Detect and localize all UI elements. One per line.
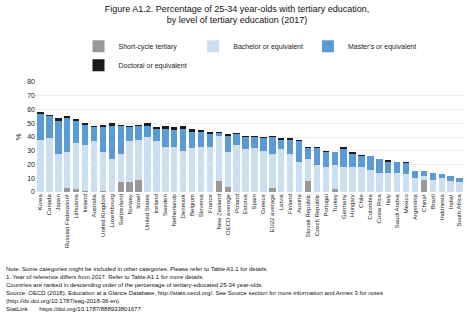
svg-text:70: 70	[27, 92, 35, 99]
svg-text:Finland: Finland	[287, 194, 293, 214]
svg-text:Estonia: Estonia	[242, 194, 248, 215]
svg-text:Doctoral or equivalent: Doctoral or equivalent	[119, 62, 187, 70]
svg-text:Short-cycle tertiary: Short-cycle tertiary	[119, 43, 178, 51]
svg-text:Costa Rica: Costa Rica	[376, 194, 382, 224]
svg-text:Mexico: Mexico	[403, 194, 409, 214]
svg-text:Colombia: Colombia	[367, 194, 373, 220]
svg-text:Saudi Arabia: Saudi Arabia	[394, 194, 400, 229]
svg-text:%: %	[14, 133, 23, 140]
svg-text:Israel: Israel	[135, 194, 141, 209]
svg-text:Australia: Australia	[91, 194, 97, 218]
svg-text:StatLink https://doi.org: StatLink https://doi.org/10.1787/8889338…	[6, 306, 141, 312]
svg-text:Denmark: Denmark	[180, 193, 186, 218]
svg-text:Luxembourg: Luxembourg	[109, 194, 115, 227]
svg-text:Greece: Greece	[260, 194, 266, 214]
svg-text:(http://dx.doi.org/10.1787/eag: (http://dx.doi.org/10.1787/eag-2018-36-e…	[6, 298, 121, 304]
svg-text:Italy: Italy	[385, 194, 391, 205]
svg-text:Switzerland: Switzerland	[118, 194, 124, 225]
svg-text:Slovak Republic: Slovak Republic	[305, 194, 311, 237]
svg-text:Latvia: Latvia	[278, 194, 284, 211]
svg-text:60: 60	[27, 106, 35, 113]
svg-text:South Africa: South Africa	[456, 194, 462, 227]
svg-text:Sweden: Sweden	[162, 194, 168, 216]
svg-text:Germany: Germany	[341, 194, 347, 219]
svg-text:Poland: Poland	[234, 194, 240, 213]
svg-text:Source: OECD (2018), Education: Source: OECD (2018), Education at a Glan…	[6, 290, 383, 296]
svg-text:China¹: China¹	[421, 194, 427, 212]
svg-text:1. Year of reference differs f: 1. Year of reference differs from 2017. …	[6, 274, 204, 280]
svg-text:Belgium: Belgium	[189, 194, 195, 216]
svg-text:Turkey: Turkey	[332, 194, 338, 212]
svg-text:Note: Some categories might be: Note: Some categories might be included …	[6, 266, 268, 272]
svg-text:Chile: Chile	[358, 194, 364, 208]
svg-text:Ireland: Ireland	[82, 194, 88, 212]
svg-text:0: 0	[31, 188, 35, 195]
svg-text:Spain: Spain	[251, 194, 257, 209]
svg-text:Iceland: Iceland	[153, 194, 159, 213]
svg-text:United States: United States	[144, 194, 150, 230]
svg-text:Czech Republic: Czech Republic	[314, 194, 320, 236]
svg-text:EU22 average: EU22 average	[269, 194, 275, 233]
svg-text:Master's or equivalent: Master's or equivalent	[348, 43, 416, 51]
svg-text:Norway: Norway	[127, 194, 133, 214]
svg-text:Slovenia: Slovenia	[198, 194, 204, 218]
svg-text:India¹: India¹	[448, 194, 454, 209]
svg-text:Netherlands: Netherlands	[171, 194, 177, 226]
svg-text:20: 20	[27, 161, 35, 168]
svg-text:Argentina: Argentina	[412, 194, 418, 220]
svg-text:France: France	[207, 194, 213, 213]
svg-text:Hungary: Hungary	[349, 194, 355, 217]
svg-text:10: 10	[27, 175, 35, 182]
svg-text:40: 40	[27, 133, 35, 140]
svg-text:Austria: Austria	[296, 194, 302, 213]
svg-text:Canada: Canada	[46, 194, 52, 216]
svg-text:80: 80	[27, 78, 35, 85]
svg-text:50: 50	[27, 120, 35, 127]
svg-text:Figure A1.2. Percentage of 25-: Figure A1.2. Percentage of 25-34 year-ol…	[105, 4, 370, 26]
svg-text:OECD average: OECD average	[225, 194, 231, 235]
svg-text:New Zealand: New Zealand	[216, 194, 222, 229]
svg-text:United Kingdom: United Kingdom	[100, 194, 106, 237]
svg-text:Portugal: Portugal	[323, 194, 329, 216]
svg-text:Russian Federation¹: Russian Federation¹	[64, 194, 70, 248]
svg-text:Japan: Japan	[55, 194, 61, 210]
svg-text:Bachelor or equivalent: Bachelor or equivalent	[233, 43, 303, 51]
svg-text:Lithuania: Lithuania	[73, 194, 79, 219]
svg-text:Countries are ranked in descen: Countries are ranked in descending order…	[6, 282, 263, 288]
svg-text:Korea: Korea	[37, 194, 43, 211]
svg-text:Indonesia: Indonesia	[439, 194, 445, 221]
svg-text:30: 30	[27, 147, 35, 154]
svg-text:Brazil: Brazil	[430, 194, 436, 209]
